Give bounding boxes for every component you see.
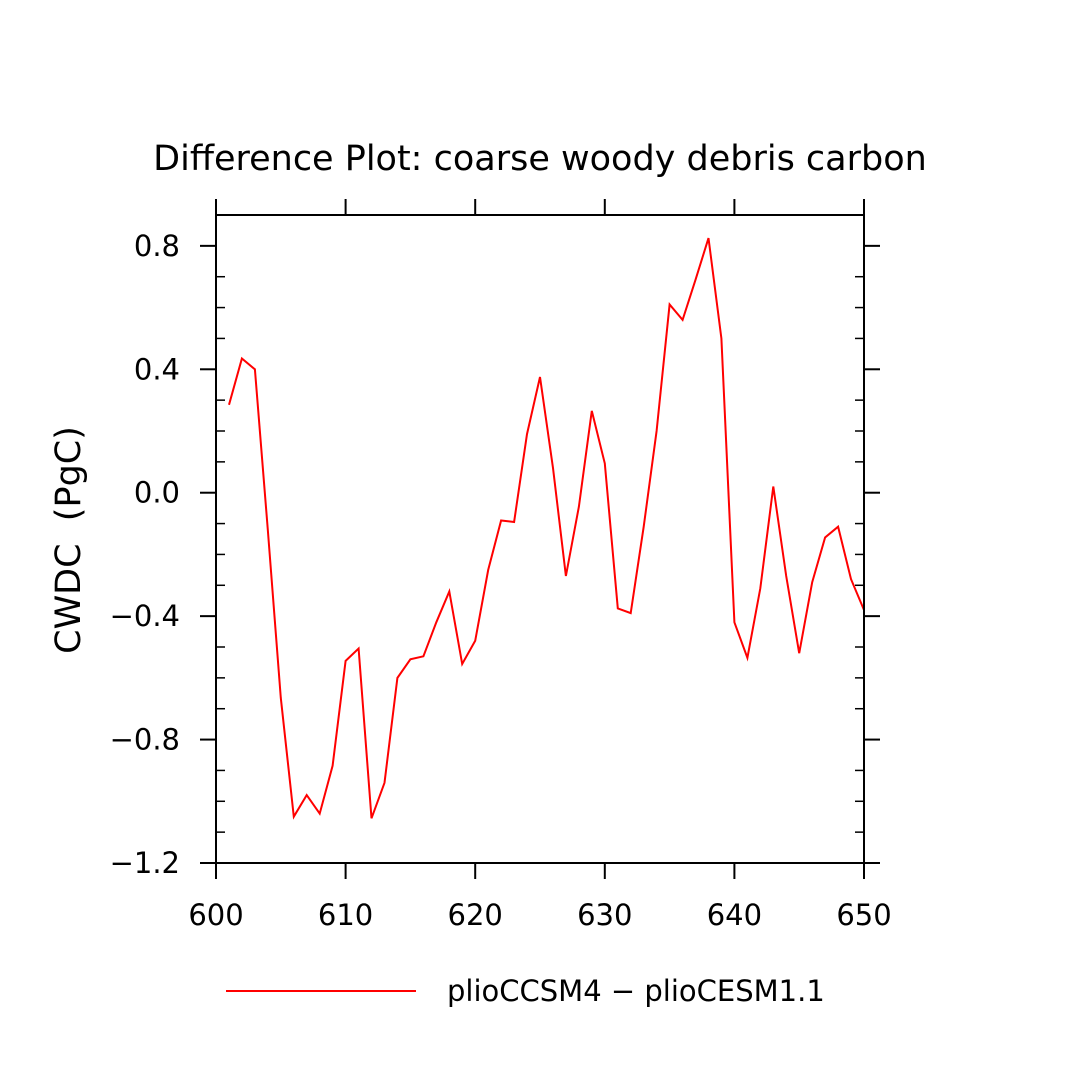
x-tick-label: 610 bbox=[318, 898, 373, 932]
x-tick-label: 620 bbox=[448, 898, 503, 932]
y-tick-label: −0.8 bbox=[110, 723, 180, 757]
y-axis-label: CWDC (PgC) bbox=[49, 426, 89, 654]
x-tick-label: 600 bbox=[188, 898, 243, 932]
axis-tick-labels: 600 610 620 630 640 650 −1.2 −0.8 −0.4 0.0 0.4 0.8 bbox=[110, 229, 892, 932]
series-line bbox=[228, 237, 865, 820]
chart-title: Difference Plot: coarse woody debris car… bbox=[153, 139, 927, 179]
y-tick-label: 0.4 bbox=[134, 352, 180, 386]
x-tick-label: 650 bbox=[836, 898, 891, 932]
legend: plioCCSM4 − plioCESM1.1 bbox=[226, 974, 825, 1008]
axis-ticks bbox=[200, 199, 880, 879]
plot-frame bbox=[215, 214, 865, 864]
series-layer bbox=[228, 237, 865, 820]
x-tick-label: 640 bbox=[707, 898, 762, 932]
legend-label: plioCCSM4 − plioCESM1.1 bbox=[447, 974, 825, 1008]
y-tick-label: −1.2 bbox=[110, 846, 180, 880]
y-tick-label: 0.0 bbox=[134, 476, 180, 510]
y-tick-label: 0.8 bbox=[134, 229, 180, 263]
y-tick-label: −0.4 bbox=[110, 599, 180, 633]
x-tick-label: 630 bbox=[577, 898, 632, 932]
